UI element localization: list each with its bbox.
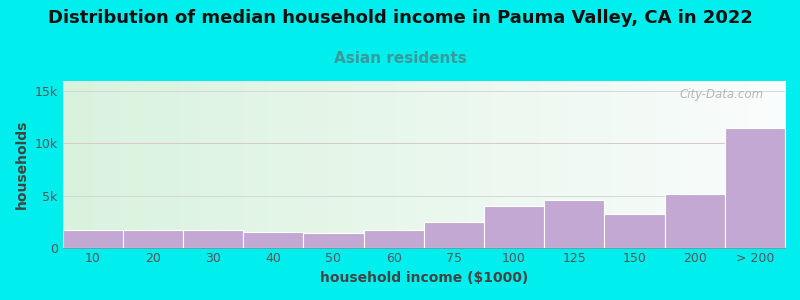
Bar	[665, 194, 725, 248]
Bar	[725, 128, 785, 248]
Bar	[424, 222, 484, 247]
Bar	[544, 200, 604, 248]
Text: Distribution of median household income in Pauma Valley, CA in 2022: Distribution of median household income …	[47, 9, 753, 27]
Bar	[604, 214, 665, 248]
Y-axis label: households: households	[15, 120, 29, 209]
Text: Asian residents: Asian residents	[334, 51, 466, 66]
Bar	[363, 230, 424, 248]
Bar	[243, 232, 303, 248]
Bar	[303, 233, 363, 247]
Bar	[122, 230, 183, 248]
Bar	[62, 230, 122, 248]
Bar	[183, 230, 243, 248]
X-axis label: household income ($1000): household income ($1000)	[320, 271, 528, 285]
Bar	[484, 206, 544, 247]
Text: City-Data.com: City-Data.com	[679, 88, 763, 101]
